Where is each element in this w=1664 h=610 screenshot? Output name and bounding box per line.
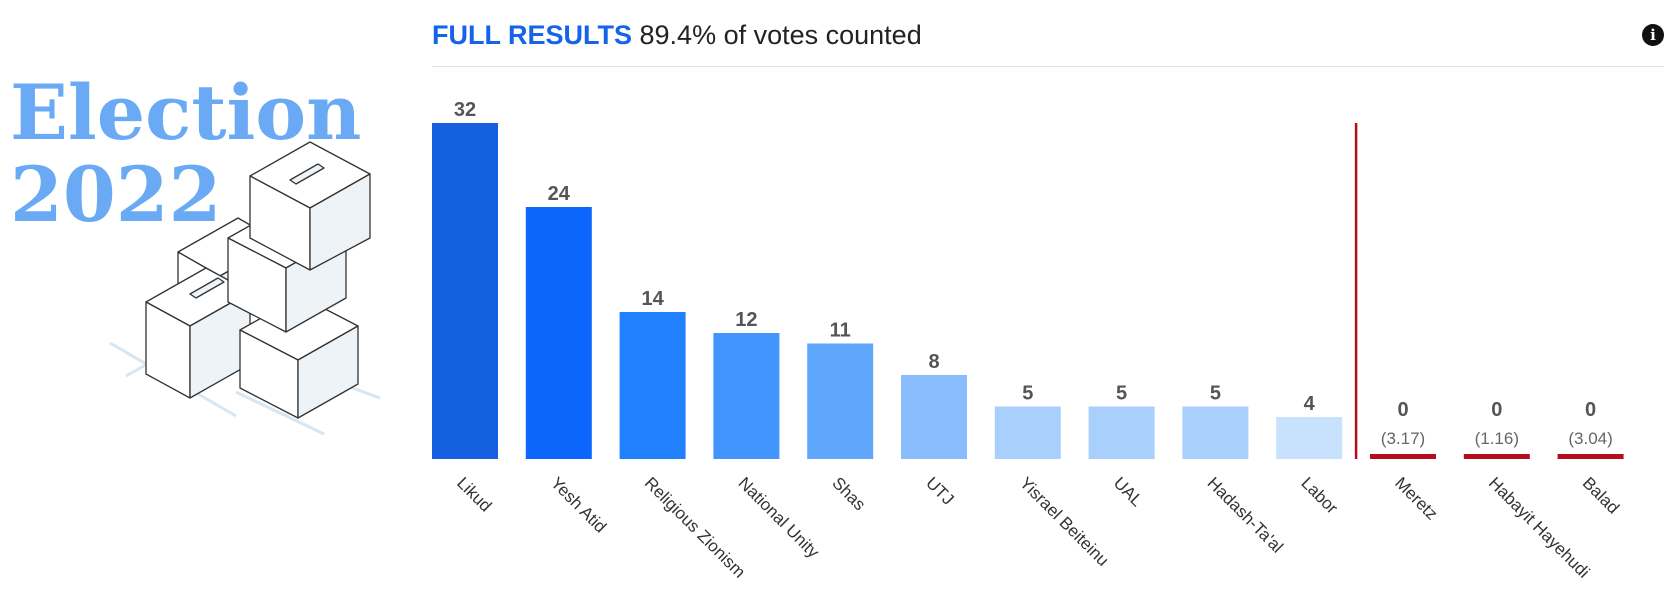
value-label-labor: 4 (1304, 393, 1316, 415)
results-title: FULL RESULTS 89.4% of votes counted (432, 20, 922, 51)
value-label-yisrael-beiteinu: 5 (1022, 383, 1033, 405)
brand-title-line2: 2022 (10, 150, 222, 239)
bar-hadash-ta-al[interactable] (1182, 406, 1249, 460)
bar-balad[interactable] (1557, 454, 1624, 459)
category-label-meretz: Meretz (1391, 473, 1441, 523)
votes-counted-label: 89.4% of votes counted (639, 20, 922, 50)
results-header: FULL RESULTS 89.4% of votes counted i (432, 18, 1664, 67)
value-label-balad: 0 (1585, 399, 1596, 421)
category-label-hadash-ta-al: Hadash-Ta'al (1204, 473, 1287, 556)
value-label-ual: 5 (1116, 383, 1127, 405)
brand-title-line1: Election (10, 68, 362, 157)
bar-habayit-hayehudi[interactable] (1463, 454, 1530, 459)
value-label-habayit-hayehudi: 0 (1491, 399, 1502, 421)
bar-labor[interactable] (1276, 417, 1343, 459)
brand-title: Election 2022 (10, 72, 361, 236)
category-label-national-unity: National Unity (735, 473, 824, 562)
info-icon[interactable]: i (1642, 24, 1664, 46)
value-label-meretz: 0 (1397, 399, 1408, 421)
value-label-utj: 8 (928, 351, 939, 373)
bar-shas[interactable] (807, 343, 874, 460)
bar-religious-zionism[interactable] (619, 312, 686, 459)
category-label-labor: Labor (1297, 473, 1341, 517)
category-label-balad: Balad (1579, 473, 1623, 517)
bar-national-unity[interactable] (713, 333, 780, 459)
bar-yisrael-beiteinu[interactable] (994, 406, 1061, 460)
bar-utj[interactable] (901, 375, 967, 459)
bar-ual[interactable] (1088, 406, 1155, 460)
category-label-yesh-atid: Yesh Atid (547, 473, 610, 536)
ballot-boxes-illustration (109, 141, 381, 436)
value-label-shas: 11 (830, 320, 851, 342)
percent-label-balad: (3.04) (1568, 429, 1612, 448)
value-label-likud: 32 (454, 99, 476, 121)
category-label-religious-zionism: Religious Zionism (641, 473, 749, 581)
full-results-label: FULL RESULTS (432, 20, 632, 50)
category-label-shas: Shas (828, 473, 869, 514)
category-label-yisrael-beiteinu: Yisrael Beiteinu (1016, 473, 1113, 570)
bar-likud[interactable] (432, 123, 498, 459)
value-label-religious-zionism: 14 (641, 288, 664, 310)
value-label-national-unity: 12 (735, 309, 757, 331)
category-label-utj: UTJ (922, 473, 957, 508)
percent-label-habayit-hayehudi: (1.16) (1475, 429, 1519, 448)
bar-meretz[interactable] (1370, 454, 1436, 459)
category-label-ual: UAL (1110, 473, 1147, 510)
bar-yesh-atid[interactable] (525, 207, 592, 459)
category-label-habayit-hayehudi: Habayit Hayehudi (1485, 473, 1593, 581)
category-label-likud: Likud (453, 473, 495, 515)
value-label-hadash-ta-al: 5 (1210, 383, 1221, 405)
value-label-yesh-atid: 24 (548, 183, 571, 205)
percent-label-meretz: (3.17) (1381, 429, 1425, 448)
